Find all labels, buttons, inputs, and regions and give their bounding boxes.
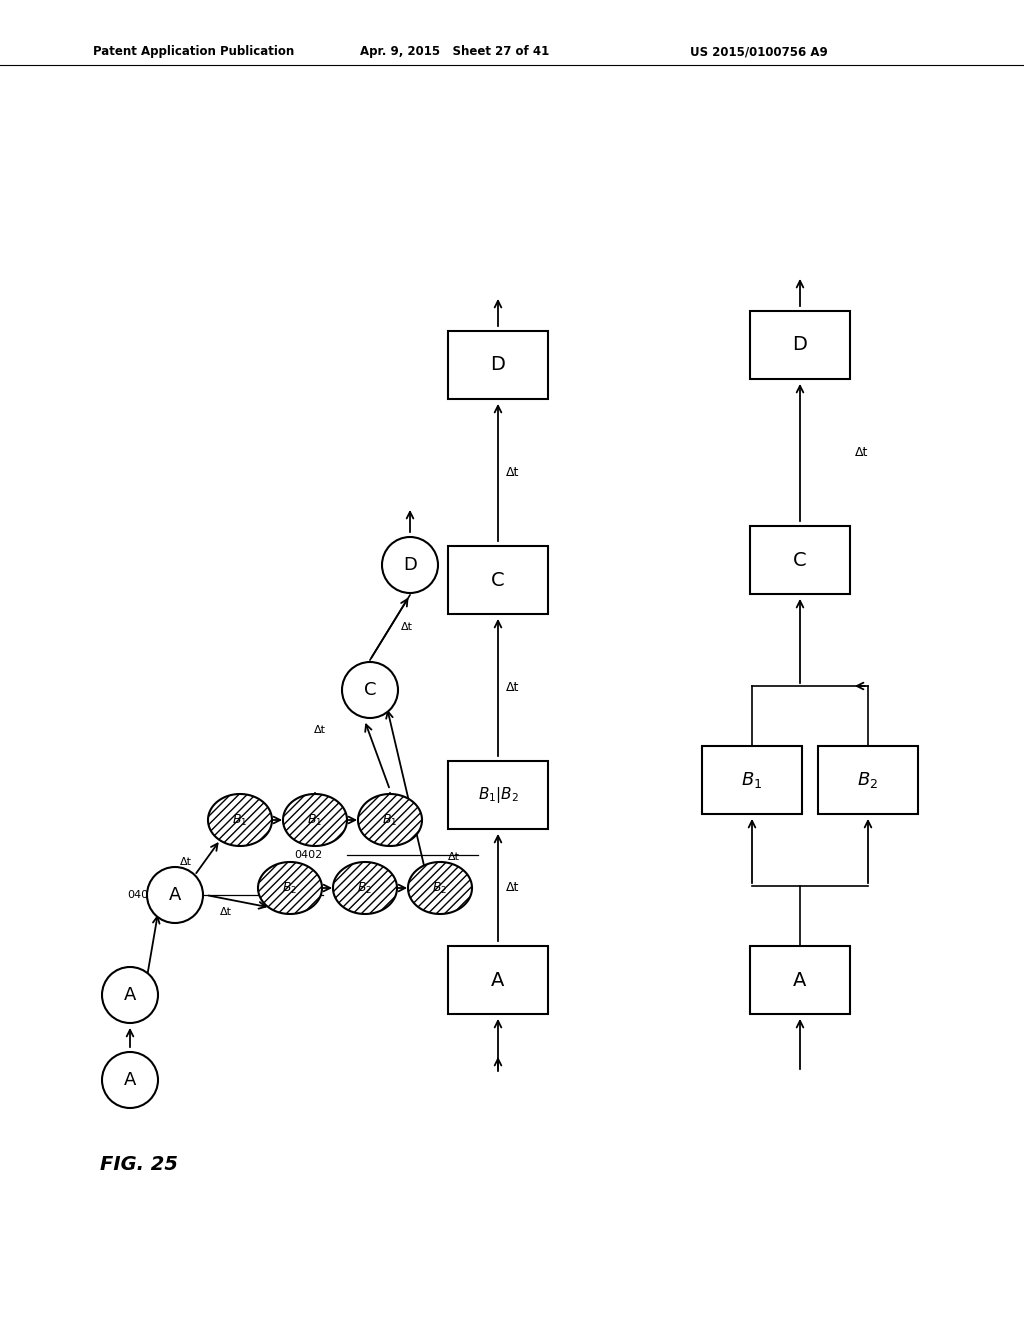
Circle shape [382, 537, 438, 593]
Text: $B_2$: $B_2$ [432, 880, 447, 895]
Circle shape [342, 663, 398, 718]
Text: $B_2$: $B_2$ [283, 880, 298, 895]
Text: Δt: Δt [506, 681, 519, 694]
Text: $B_1$: $B_1$ [382, 812, 397, 828]
Bar [449, 762, 548, 829]
Bar [750, 525, 850, 594]
Text: A: A [794, 970, 807, 990]
Text: A: A [124, 986, 136, 1005]
Polygon shape [258, 862, 322, 913]
Circle shape [102, 1052, 158, 1107]
Text: D: D [403, 556, 417, 574]
Circle shape [147, 867, 203, 923]
Bar [449, 331, 548, 399]
Text: C: C [794, 550, 807, 569]
Circle shape [102, 968, 158, 1023]
Text: $B_1$: $B_1$ [741, 770, 763, 789]
Text: 0402: 0402 [294, 850, 323, 861]
Text: Δt: Δt [314, 725, 326, 735]
Text: D: D [490, 355, 506, 375]
Text: Apr. 9, 2015   Sheet 27 of 41: Apr. 9, 2015 Sheet 27 of 41 [360, 45, 549, 58]
Text: 0401: 0401 [127, 890, 155, 900]
Polygon shape [408, 862, 472, 913]
Bar [818, 746, 918, 814]
Text: $B_1|B_2$: $B_1|B_2$ [477, 785, 518, 805]
Text: Δt: Δt [220, 907, 232, 917]
Text: C: C [364, 681, 376, 700]
Text: $B_1$: $B_1$ [307, 812, 323, 828]
Text: Patent Application Publication: Patent Application Publication [93, 45, 294, 58]
Bar [702, 746, 802, 814]
Text: $B_1$: $B_1$ [232, 812, 248, 828]
Text: C: C [492, 570, 505, 590]
Text: $B_2$: $B_2$ [857, 770, 879, 789]
Text: Δt: Δt [449, 851, 460, 862]
Bar [449, 946, 548, 1014]
Text: Δt: Δt [506, 466, 519, 479]
Text: A: A [492, 970, 505, 990]
Text: Δt: Δt [506, 880, 519, 894]
Text: A: A [169, 886, 181, 904]
Text: Δt: Δt [855, 446, 868, 459]
Bar [750, 312, 850, 379]
Text: Δt: Δt [401, 623, 413, 632]
Bar [449, 546, 548, 614]
Polygon shape [283, 795, 347, 846]
Polygon shape [333, 862, 397, 913]
Text: Δt: Δt [180, 857, 193, 867]
Text: FIG. 25: FIG. 25 [100, 1155, 178, 1175]
Bar [750, 946, 850, 1014]
Polygon shape [358, 795, 422, 846]
Text: D: D [793, 335, 808, 355]
Text: A: A [124, 1071, 136, 1089]
Text: US 2015/0100756 A9: US 2015/0100756 A9 [690, 45, 827, 58]
Text: $B_2$: $B_2$ [357, 880, 373, 895]
Polygon shape [208, 795, 272, 846]
